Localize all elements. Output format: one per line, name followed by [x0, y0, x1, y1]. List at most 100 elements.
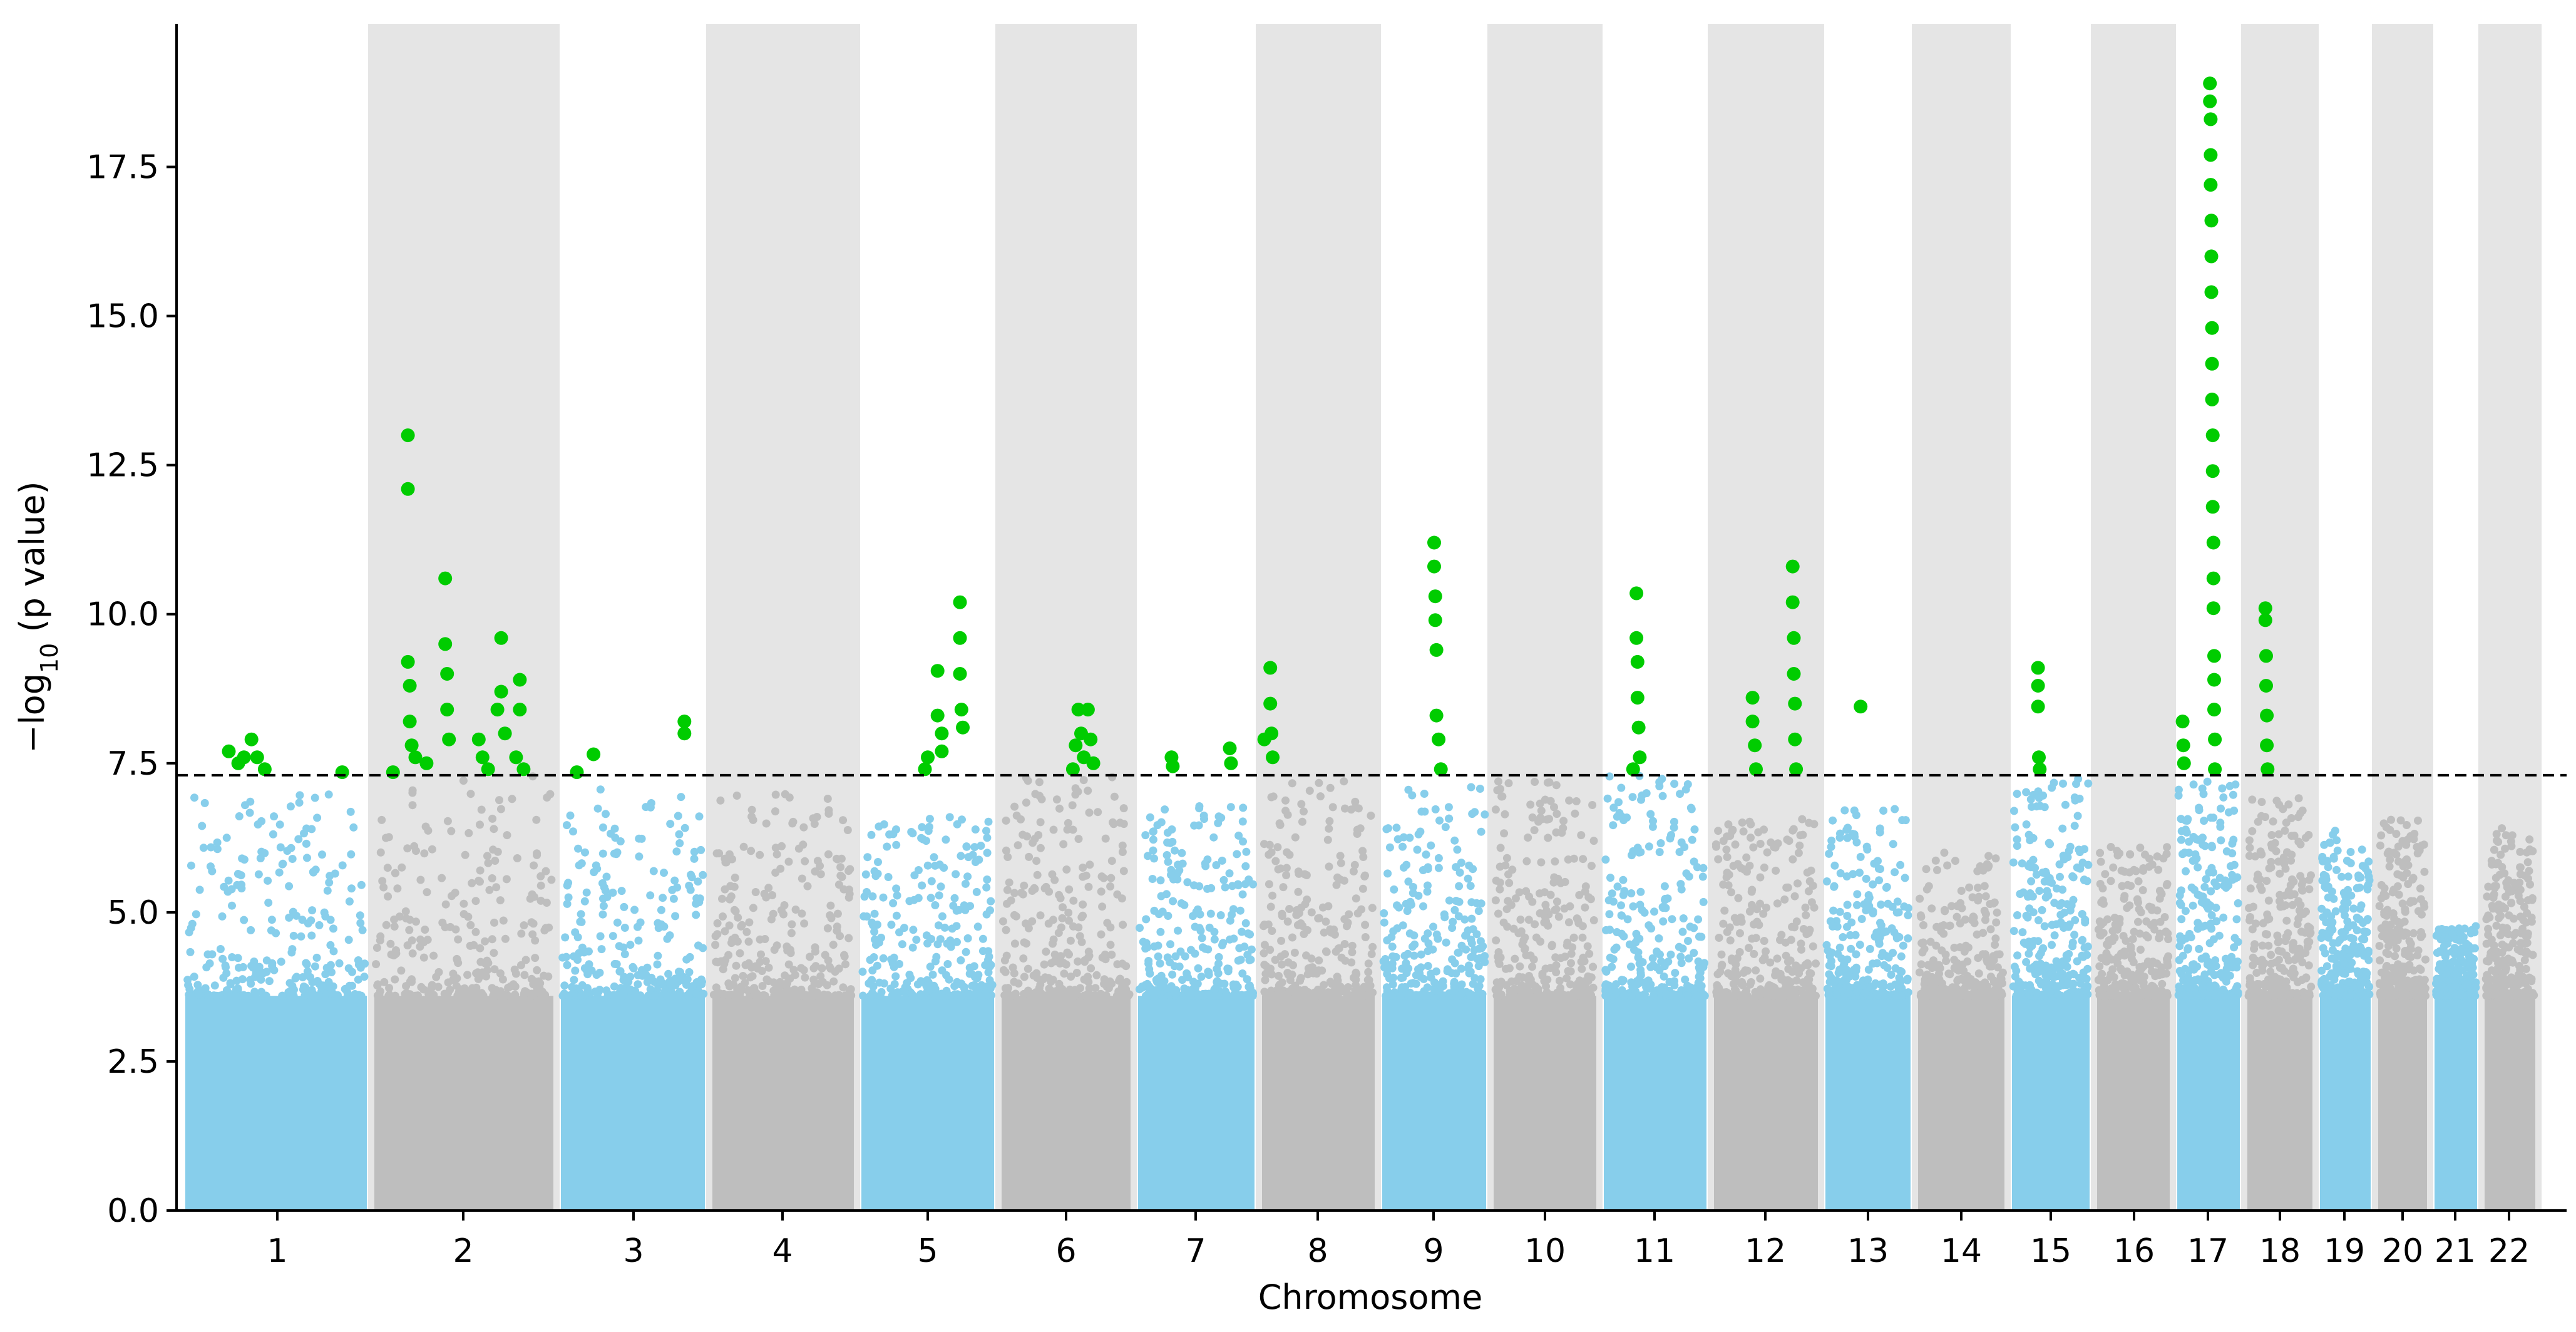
point [1558, 990, 1567, 999]
point [1420, 790, 1429, 798]
point [2185, 929, 2194, 938]
point [663, 934, 672, 943]
point [1003, 885, 1012, 894]
point [1937, 986, 1946, 994]
point [1636, 969, 1645, 978]
point [2016, 890, 2024, 898]
point [1543, 778, 1552, 787]
point [1519, 936, 1528, 945]
point [646, 891, 655, 900]
significant-point [222, 744, 236, 758]
point [2018, 859, 2026, 868]
point [1267, 793, 1276, 802]
point [485, 885, 494, 894]
point [1531, 920, 1539, 929]
point [1552, 897, 1561, 906]
point [1010, 978, 1019, 986]
point [190, 973, 198, 981]
point [1466, 968, 1475, 976]
point [1620, 887, 1629, 896]
point [2209, 868, 2217, 877]
point [1479, 942, 1487, 951]
point [1320, 928, 1328, 937]
point [563, 961, 572, 969]
point [228, 901, 236, 910]
significant-point [2205, 428, 2220, 443]
point [1628, 851, 1636, 860]
point [1790, 991, 1799, 1000]
point [2082, 974, 2091, 983]
point [1659, 904, 1668, 912]
point [1440, 910, 1449, 919]
point [1402, 959, 1410, 968]
point [1028, 917, 1037, 926]
point [1992, 918, 2001, 927]
significant-point [1265, 726, 1279, 741]
point [1094, 808, 1102, 817]
significant-point [403, 679, 417, 693]
point [1974, 896, 1983, 905]
point [663, 991, 672, 1000]
point [1581, 903, 1589, 912]
point [1773, 954, 1782, 963]
point [1760, 937, 1768, 945]
point [757, 950, 765, 959]
point [2013, 835, 2021, 844]
point [1065, 885, 1074, 894]
point [1699, 897, 1708, 906]
point [1891, 805, 1899, 813]
point [1683, 981, 1691, 990]
point [1685, 872, 1693, 881]
point [2076, 979, 2085, 988]
point [2076, 848, 2084, 857]
point [240, 916, 249, 924]
point [1226, 935, 1234, 944]
point [1087, 964, 1096, 973]
point [1243, 975, 1251, 984]
chromosome-5-dense-points [861, 996, 994, 1211]
point [1974, 954, 1983, 963]
point [1214, 959, 1223, 968]
point [1303, 970, 1312, 979]
point [1645, 842, 1653, 851]
point [844, 934, 853, 942]
point [2011, 823, 2019, 832]
point [188, 919, 197, 928]
point [1036, 980, 1045, 989]
point [466, 921, 475, 929]
chromosome-11-dense-points [1604, 996, 1706, 1211]
significant-point [440, 703, 454, 717]
chromosome-1-dense-points [185, 996, 367, 1211]
point [1904, 934, 1912, 942]
chromosome-15-points [2009, 661, 2093, 1211]
point [789, 966, 798, 974]
point [2117, 979, 2126, 988]
point [1085, 860, 1094, 869]
significant-point [438, 571, 453, 586]
point [2014, 978, 2023, 986]
point [289, 991, 298, 1000]
significant-point [1071, 703, 1085, 717]
point [1950, 956, 1959, 964]
point [2028, 987, 2036, 996]
point [1729, 979, 1738, 988]
point [659, 979, 667, 988]
point [1973, 867, 1982, 875]
point [577, 991, 586, 999]
point [1226, 803, 1235, 812]
point [1382, 991, 1390, 1000]
point [483, 852, 491, 860]
point [1671, 969, 1680, 978]
point [791, 906, 800, 914]
point [378, 877, 387, 885]
point [1174, 926, 1183, 935]
significant-point [2031, 661, 2045, 675]
point [818, 964, 826, 973]
point [533, 849, 541, 858]
point [784, 960, 793, 969]
point [2045, 839, 2053, 847]
point [1676, 790, 1684, 798]
point [928, 970, 937, 979]
point [1059, 903, 1067, 912]
point [2013, 842, 2021, 850]
